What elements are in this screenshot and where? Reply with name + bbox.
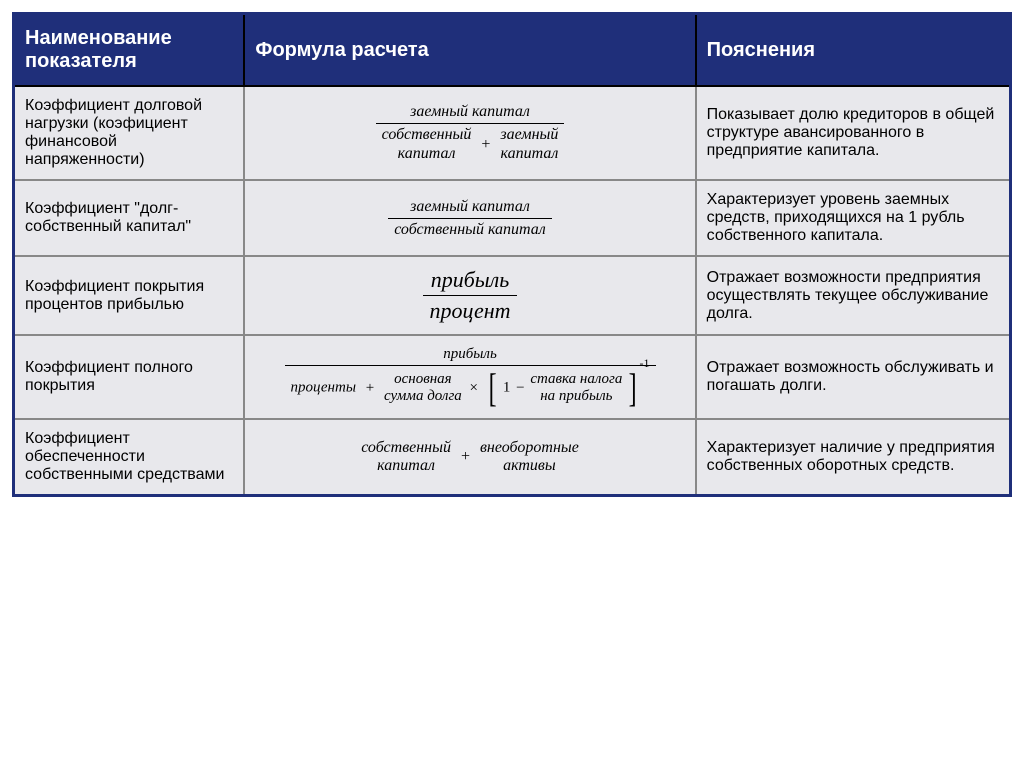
denominator: процент (423, 296, 516, 324)
numerator: прибыль (285, 346, 656, 366)
ratio-formula: заемный капитал собственный капитал + за… (244, 86, 695, 180)
ratio-explanation: Характеризует наличие у предприятия собс… (696, 419, 1011, 496)
ratio-explanation: Показывает долю кредиторов в общей струк… (696, 86, 1011, 180)
table-row: Коэффициент "долг-собственный капитал" з… (14, 180, 1011, 256)
ratio-name: Коэффициент покрытия процентов прибылью (14, 256, 245, 335)
ratio-formula: прибыль процент (244, 256, 695, 335)
table-row: Коэффициент полного покрытия прибыль про… (14, 335, 1011, 419)
numerator: заемный капитал (376, 103, 565, 124)
ratio-explanation: Характеризует уровень заемных средств, п… (696, 180, 1011, 256)
denominator: собственный капитал (388, 219, 552, 239)
ratio-formula: собственный капитал + внеоборотные актив… (244, 419, 695, 496)
table-row: Коэффициент обеспеченности собственными … (14, 419, 1011, 496)
financial-ratios-table: Наименование показателя Формула расчета … (12, 12, 1012, 497)
ratio-formula: заемный капитал собственный капитал (244, 180, 695, 256)
denominator: собственный капитал + заемный капитал (376, 124, 565, 163)
ratio-formula: прибыль проценты + основная сумма долга … (244, 335, 695, 419)
col-explanation-header: Пояснения (696, 14, 1011, 87)
numerator: прибыль (423, 267, 516, 296)
ratio-name: Коэффициент долговой нагрузки (коэфициен… (14, 86, 245, 180)
col-name-header: Наименование показателя (14, 14, 245, 87)
ratio-explanation: Отражает возможности предприятия осущест… (696, 256, 1011, 335)
denominator: проценты + основная сумма долга × [ 1 − … (285, 366, 656, 408)
table-header-row: Наименование показателя Формула расчета … (14, 14, 1011, 87)
ratio-explanation: Отражает возможность обслуживать и погаш… (696, 335, 1011, 419)
ratio-name: Коэффициент полного покрытия (14, 335, 245, 419)
ratio-name: Коэффициент обеспеченности собственными … (14, 419, 245, 496)
ratio-name: Коэффициент "долг-собственный капитал" (14, 180, 245, 256)
table-row: Коэффициент покрытия процентов прибылью … (14, 256, 1011, 335)
numerator: заемный капитал (388, 198, 552, 219)
col-formula-header: Формула расчета (244, 14, 695, 87)
table-row: Коэффициент долговой нагрузки (коэфициен… (14, 86, 1011, 180)
